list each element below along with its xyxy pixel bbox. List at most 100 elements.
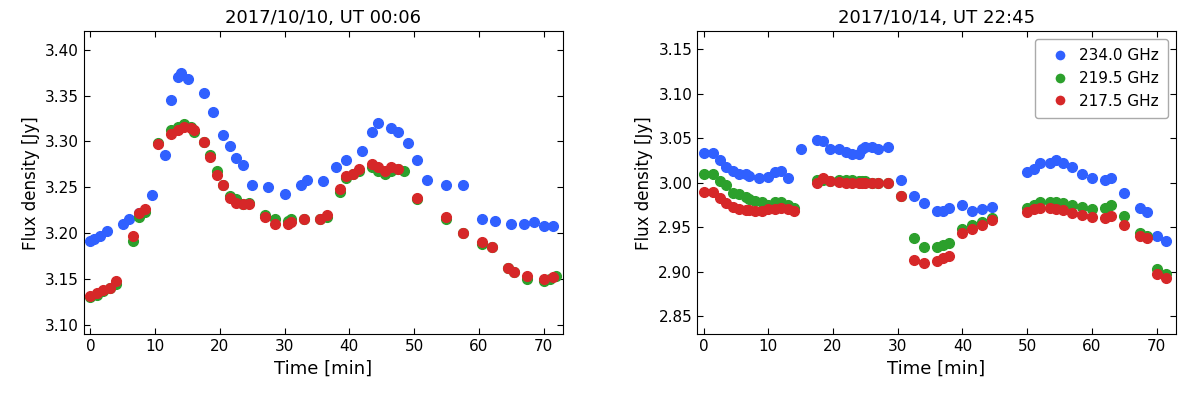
217.5 GHz — [820, 178, 839, 184]
217.5 GHz — [1054, 207, 1073, 213]
234.0 GHz — [418, 177, 437, 183]
219.5 GHz — [836, 177, 856, 183]
219.5 GHz — [820, 178, 839, 184]
234.0 GHz — [852, 146, 871, 152]
234.0 GHz — [749, 175, 768, 182]
219.5 GHz — [830, 177, 850, 183]
234.0 GHz — [940, 204, 959, 211]
234.0 GHz — [892, 177, 911, 183]
219.5 GHz — [934, 242, 953, 248]
219.5 GHz — [892, 193, 911, 199]
217.5 GHz — [730, 206, 749, 212]
217.5 GHz — [130, 210, 149, 216]
219.5 GHz — [175, 121, 194, 127]
219.5 GHz — [1046, 199, 1066, 206]
234.0 GHz — [914, 200, 934, 206]
219.5 GHz — [185, 129, 204, 136]
234.0 GHz — [314, 178, 334, 184]
217.5 GHz — [758, 206, 778, 213]
217.5 GHz — [162, 131, 181, 137]
234.0 GHz — [298, 177, 317, 183]
234.0 GHz — [863, 144, 882, 150]
219.5 GHz — [454, 230, 473, 236]
234.0 GHz — [1040, 160, 1060, 166]
217.5 GHz — [194, 139, 214, 145]
217.5 GHz — [214, 182, 233, 189]
219.5 GHz — [505, 268, 524, 275]
219.5 GHz — [208, 168, 227, 174]
234.0 GHz — [1024, 166, 1043, 173]
234.0 GHz — [485, 218, 504, 224]
234.0 GHz — [143, 191, 162, 198]
234.0 GHz — [84, 235, 103, 242]
234.0 GHz — [120, 216, 139, 222]
217.5 GHz — [934, 255, 953, 262]
234.0 GHz — [1046, 157, 1066, 163]
219.5 GHz — [122, 237, 142, 244]
234.0 GHz — [178, 76, 197, 82]
217.5 GHz — [1063, 210, 1082, 216]
217.5 GHz — [317, 212, 336, 218]
234.0 GHz — [336, 157, 355, 163]
234.0 GHz — [437, 182, 456, 189]
234.0 GHz — [972, 206, 991, 213]
217.5 GHz — [778, 206, 797, 213]
217.5 GHz — [175, 124, 194, 130]
234.0 GHz — [204, 109, 223, 115]
219.5 GHz — [94, 288, 113, 294]
217.5 GHz — [856, 180, 875, 186]
219.5 GHz — [940, 240, 959, 246]
217.5 GHz — [745, 208, 764, 214]
217.5 GHz — [168, 127, 187, 134]
219.5 GHz — [1147, 266, 1166, 272]
217.5 GHz — [836, 180, 856, 186]
219.5 GHz — [1157, 270, 1176, 277]
219.5 GHz — [1082, 206, 1102, 213]
219.5 GHz — [716, 182, 736, 188]
234.0 GHz — [820, 146, 839, 152]
219.5 GHz — [240, 200, 259, 206]
234.0 GHz — [808, 137, 827, 143]
217.5 GHz — [94, 287, 113, 293]
217.5 GHz — [926, 258, 946, 264]
217.5 GHz — [785, 208, 804, 214]
217.5 GHz — [185, 127, 204, 134]
217.5 GHz — [830, 179, 850, 185]
217.5 GHz — [282, 219, 301, 225]
219.5 GHz — [88, 292, 107, 298]
219.5 GHz — [168, 124, 187, 130]
217.5 GHz — [278, 221, 298, 227]
219.5 GHz — [265, 216, 284, 222]
219.5 GHz — [1115, 213, 1134, 219]
217.5 GHz — [473, 239, 492, 246]
219.5 GHz — [498, 265, 517, 271]
234.0 GHz — [1063, 163, 1082, 170]
217.5 GHz — [1024, 206, 1043, 213]
234.0 GHz — [454, 182, 473, 189]
219.5 GHz — [294, 216, 313, 222]
219.5 GHz — [1073, 204, 1092, 210]
234.0 GHz — [382, 125, 401, 131]
234.0 GHz — [80, 237, 100, 244]
217.5 GHz — [1147, 270, 1166, 277]
217.5 GHz — [349, 166, 368, 172]
234.0 GHz — [408, 157, 427, 163]
217.5 GHz — [107, 278, 126, 284]
217.5 GHz — [694, 189, 713, 195]
234.0 GHz — [1054, 160, 1073, 166]
234.0 GHz — [194, 90, 214, 96]
219.5 GHz — [336, 175, 355, 181]
219.5 GHz — [389, 166, 408, 172]
234.0 GHz — [220, 143, 239, 149]
234.0 GHz — [694, 150, 713, 156]
219.5 GHz — [101, 285, 120, 291]
234.0 GHz — [953, 202, 972, 208]
219.5 GHz — [962, 222, 982, 229]
217.5 GHz — [736, 207, 755, 213]
217.5 GHz — [80, 292, 100, 299]
217.5 GHz — [772, 204, 791, 211]
217.5 GHz — [982, 217, 1001, 223]
234.0 GHz — [242, 182, 262, 188]
217.5 GHz — [716, 200, 736, 206]
234.0 GHz — [162, 97, 181, 103]
